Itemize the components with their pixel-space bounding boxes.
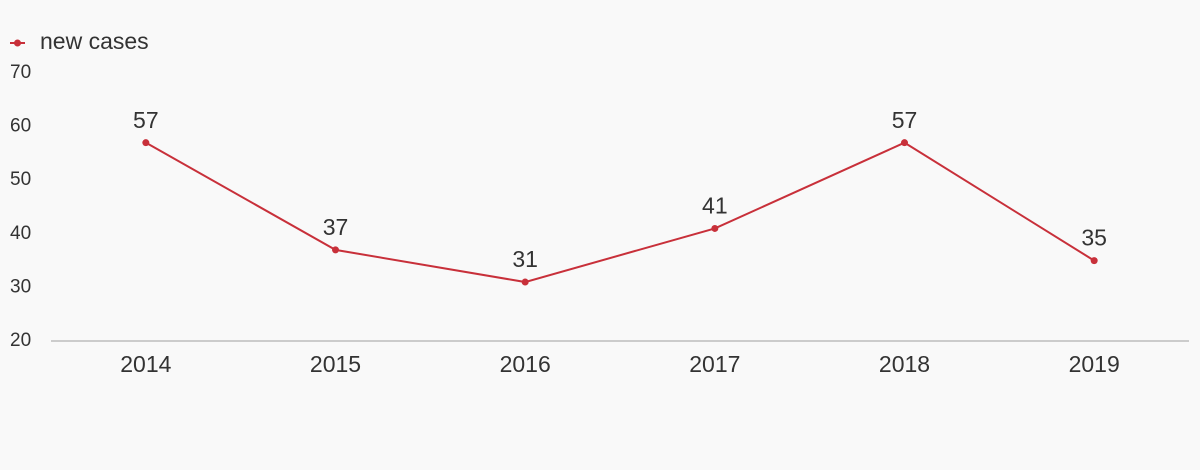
x-tick-label: 2019 <box>1069 351 1120 377</box>
data-line <box>145 141 1095 284</box>
data-point <box>332 246 339 254</box>
y-tick-label: 40 <box>10 223 31 244</box>
x-tick-label: 2018 <box>879 351 930 377</box>
x-tick-label: 2016 <box>500 351 551 377</box>
data-point <box>1090 257 1098 265</box>
data-label: 35 <box>1081 225 1107 251</box>
data-label: 57 <box>133 107 159 133</box>
data-label: 31 <box>512 246 538 272</box>
x-tick-label: 2014 <box>120 351 171 377</box>
x-tick-label: 2015 <box>310 351 361 377</box>
data-label: 57 <box>892 107 918 133</box>
y-tick-label: 70 <box>10 62 31 83</box>
legend-marker <box>14 39 21 47</box>
y-tick-label: 50 <box>10 169 31 190</box>
data-label: 41 <box>702 193 728 219</box>
x-tick-label: 2017 <box>689 351 740 377</box>
legend-label: new cases <box>40 28 149 54</box>
data-label: 37 <box>323 214 349 240</box>
y-tick-label: 30 <box>10 276 31 297</box>
data-point <box>711 224 719 232</box>
y-tick-label: 60 <box>10 116 31 137</box>
y-tick-label: 20 <box>10 330 31 351</box>
data-point <box>521 278 529 286</box>
data-point <box>901 139 908 147</box>
data-point <box>142 139 150 147</box>
